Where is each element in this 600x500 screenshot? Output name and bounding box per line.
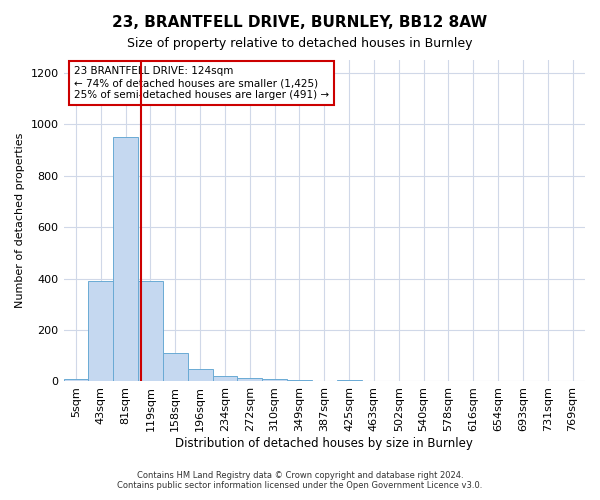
Text: 23 BRANTFELL DRIVE: 124sqm
← 74% of detached houses are smaller (1,425)
25% of s: 23 BRANTFELL DRIVE: 124sqm ← 74% of deta… xyxy=(74,66,329,100)
Text: Contains HM Land Registry data © Crown copyright and database right 2024.
Contai: Contains HM Land Registry data © Crown c… xyxy=(118,470,482,490)
Bar xyxy=(88,281,113,382)
Bar xyxy=(64,379,88,382)
Text: 23, BRANTFELL DRIVE, BURNLEY, BB12 8AW: 23, BRANTFELL DRIVE, BURNLEY, BB12 8AW xyxy=(112,15,488,30)
Bar xyxy=(238,378,262,382)
X-axis label: Distribution of detached houses by size in Burnley: Distribution of detached houses by size … xyxy=(175,437,473,450)
Bar xyxy=(262,379,287,382)
Bar xyxy=(212,376,238,382)
Bar xyxy=(113,137,138,382)
Text: Size of property relative to detached houses in Burnley: Size of property relative to detached ho… xyxy=(127,38,473,51)
Bar xyxy=(337,380,362,382)
Bar xyxy=(163,353,188,382)
Bar xyxy=(138,281,163,382)
Bar xyxy=(188,368,212,382)
Bar xyxy=(287,380,312,382)
Y-axis label: Number of detached properties: Number of detached properties xyxy=(15,133,25,308)
